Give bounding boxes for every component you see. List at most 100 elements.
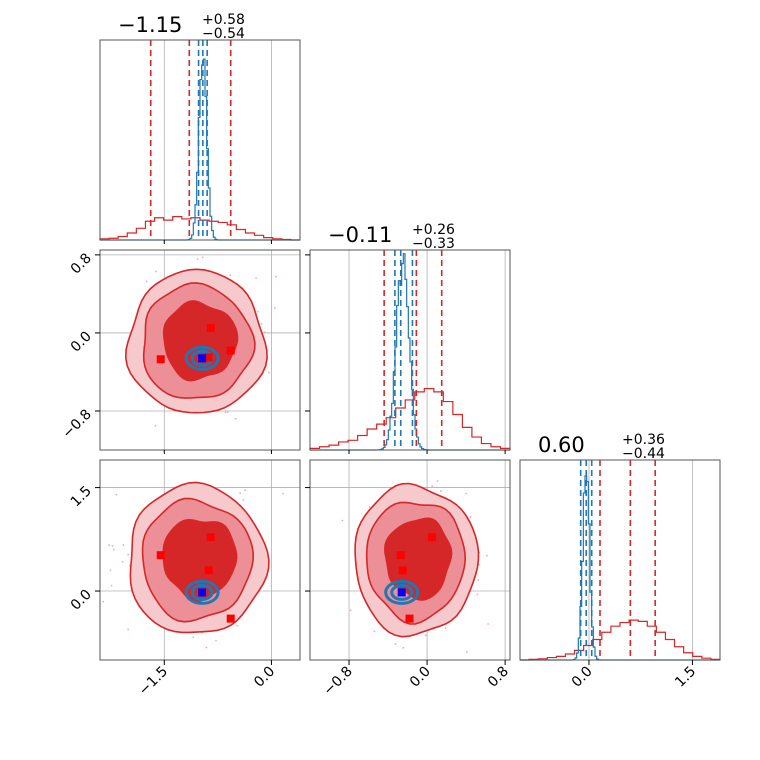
truth-marker-red (398, 566, 407, 575)
diag-panel-3: 0.60 +0.36−0.44 (520, 432, 721, 661)
hist-red (99, 216, 300, 241)
truth-marker-blue (198, 354, 207, 363)
sample-dot (192, 636, 195, 639)
y-tick-label: 0.8 (68, 250, 95, 277)
sample-dot (205, 646, 208, 649)
sample-dot (275, 275, 277, 278)
truth-marker-red (226, 614, 235, 623)
diag-frame-2 (309, 249, 511, 451)
diag-panel-1: −1.15 +0.58−0.54 (99, 12, 300, 241)
sample-dot (226, 411, 229, 414)
panel-title-upper: +0.36 (622, 432, 665, 448)
sample-dot (112, 548, 115, 551)
pair-panel-p2p3 (310, 460, 510, 660)
blue-contour-outer (184, 345, 220, 371)
panel-title-value: −1.15 (118, 13, 182, 37)
sample-dot (465, 492, 468, 495)
contour-inner (162, 519, 238, 603)
sample-dot (145, 280, 148, 283)
panel-title-lower: −0.33 (412, 236, 455, 252)
sample-dot (155, 270, 157, 273)
truth-marker-red (156, 355, 165, 364)
sample-dot (111, 545, 114, 547)
sample-dot (242, 498, 245, 501)
panel-title-value: −0.11 (328, 223, 392, 247)
sample-dot (255, 277, 257, 280)
x-tick-label: 0.0 (251, 664, 278, 691)
truth-marker-blue (397, 588, 406, 597)
x-tick-label: 0.0 (569, 664, 596, 691)
sample-dot (436, 480, 439, 482)
truth-marker-red (405, 614, 414, 623)
sample-dot (121, 560, 124, 563)
sample-dot (469, 516, 472, 519)
panel-title-lower: −0.44 (622, 446, 665, 462)
sample-dot (102, 600, 105, 603)
panel-title-upper: +0.26 (412, 222, 455, 238)
x-tick-label: 1.5 (672, 664, 699, 691)
truth-marker-red (204, 566, 213, 575)
sample-dot (196, 258, 199, 260)
blue-contour-inner (390, 583, 414, 601)
hist-red (520, 619, 721, 661)
sample-dot (244, 489, 247, 492)
sample-dot (229, 274, 232, 277)
sample-dot (424, 634, 427, 637)
sample-dot (260, 323, 263, 325)
sample-dot (267, 371, 270, 374)
sample-dot (127, 628, 130, 631)
truth-marker-red (396, 551, 405, 560)
sample-dot (215, 639, 217, 642)
y-tick-label: 0.0 (68, 587, 95, 614)
y-tick-label: 0.0 (68, 328, 95, 355)
x-tick-label: 0.8 (485, 664, 512, 691)
panel-title-upper: +0.58 (202, 12, 245, 28)
truth-marker-red (427, 533, 436, 542)
panel-title-value: 0.60 (538, 433, 585, 457)
sample-dot (110, 584, 113, 587)
sample-dot (373, 630, 376, 633)
panel-title-lower: −0.54 (202, 26, 245, 42)
pair-frame-p1p2 (99, 249, 301, 451)
pair-panel-p1p3 (100, 460, 300, 660)
sample-dot (234, 417, 237, 420)
sample-dot (115, 493, 118, 496)
sample-dot (465, 650, 468, 653)
x-tick-label: 0.0 (407, 664, 434, 691)
blue-contour-inner (190, 583, 214, 601)
diag-frame-1 (99, 39, 301, 241)
sample-dot (349, 609, 352, 612)
sample-dot (402, 646, 405, 649)
sample-dot (224, 411, 227, 414)
sample-dot (273, 306, 276, 309)
y-tick-label: −0.8 (59, 406, 94, 441)
sample-dot (201, 256, 204, 259)
blue-contour-outer (184, 579, 220, 605)
sample-dot (341, 519, 344, 522)
sample-dot (487, 623, 489, 625)
sample-dot (444, 627, 447, 629)
x-tick-label: −1.5 (136, 664, 171, 699)
sample-dot (256, 310, 259, 313)
sample-dot (439, 490, 442, 492)
contour-inner (162, 300, 239, 382)
sample-dot (282, 492, 284, 495)
sample-dot (109, 569, 112, 572)
truth-marker-red (226, 346, 235, 355)
sample-dot (485, 554, 488, 557)
sample-dot (431, 485, 434, 488)
truth-marker-red (204, 353, 213, 362)
sample-dot (239, 492, 242, 495)
y-tick-label: 1.5 (68, 483, 95, 510)
diag-panel-2: −0.11 +0.26−0.33 (309, 222, 511, 451)
sample-dot (108, 544, 111, 547)
pair-panel-p1p2 (100, 250, 300, 450)
hist-red (309, 388, 511, 450)
x-tick-label: −0.8 (320, 664, 355, 699)
pair-frame-p1p3 (99, 459, 301, 661)
sample-dot (236, 624, 239, 627)
diag-frame-3 (519, 459, 721, 661)
sample-dot (394, 643, 397, 645)
